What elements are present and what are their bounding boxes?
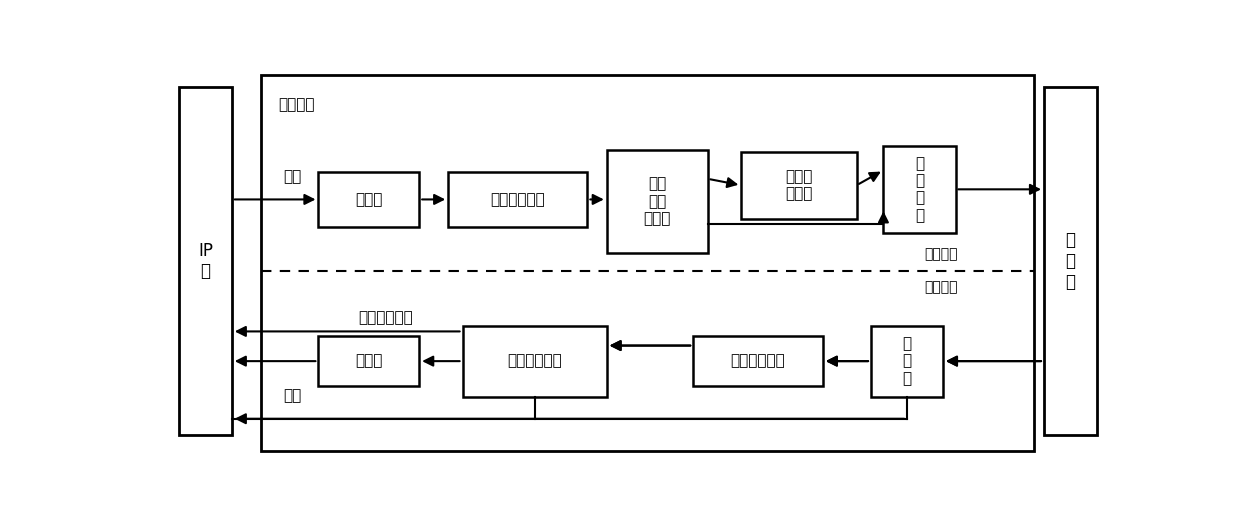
Text: 错误标志信号: 错误标志信号: [358, 310, 413, 326]
Text: 检错码编码器: 检错码编码器: [490, 192, 546, 207]
Text: 检错码解码器: 检错码解码器: [507, 354, 562, 369]
Text: 发送模块: 发送模块: [924, 247, 957, 261]
Bar: [319, 336, 419, 386]
Bar: [883, 146, 956, 233]
Bar: [260, 75, 1034, 451]
Text: 路
由
器: 路 由 器: [1065, 232, 1075, 291]
Bar: [448, 172, 588, 227]
Text: 网络接口: 网络接口: [278, 97, 315, 112]
Text: 纠错码解码器: 纠错码解码器: [730, 354, 785, 369]
Bar: [870, 326, 942, 396]
Text: 数据: 数据: [283, 388, 301, 403]
Text: 解包器: 解包器: [355, 354, 382, 369]
Text: 打包器: 打包器: [355, 192, 382, 207]
Bar: [1044, 87, 1097, 435]
Text: 数据: 数据: [283, 169, 301, 184]
Bar: [179, 87, 232, 435]
Bar: [693, 336, 823, 386]
Text: 或
门
电
路: 或 门 电 路: [915, 156, 924, 223]
Text: 纠错码
编码器: 纠错码 编码器: [785, 169, 812, 202]
Bar: [742, 152, 857, 218]
Bar: [319, 172, 419, 227]
Text: IP
块: IP 块: [198, 242, 213, 280]
Text: 分
离
器: 分 离 器: [903, 336, 911, 386]
Text: 容错
方法
选择器: 容错 方法 选择器: [644, 176, 671, 226]
Text: 接收模块: 接收模块: [924, 280, 957, 295]
Bar: [463, 326, 606, 396]
Bar: [606, 150, 708, 253]
